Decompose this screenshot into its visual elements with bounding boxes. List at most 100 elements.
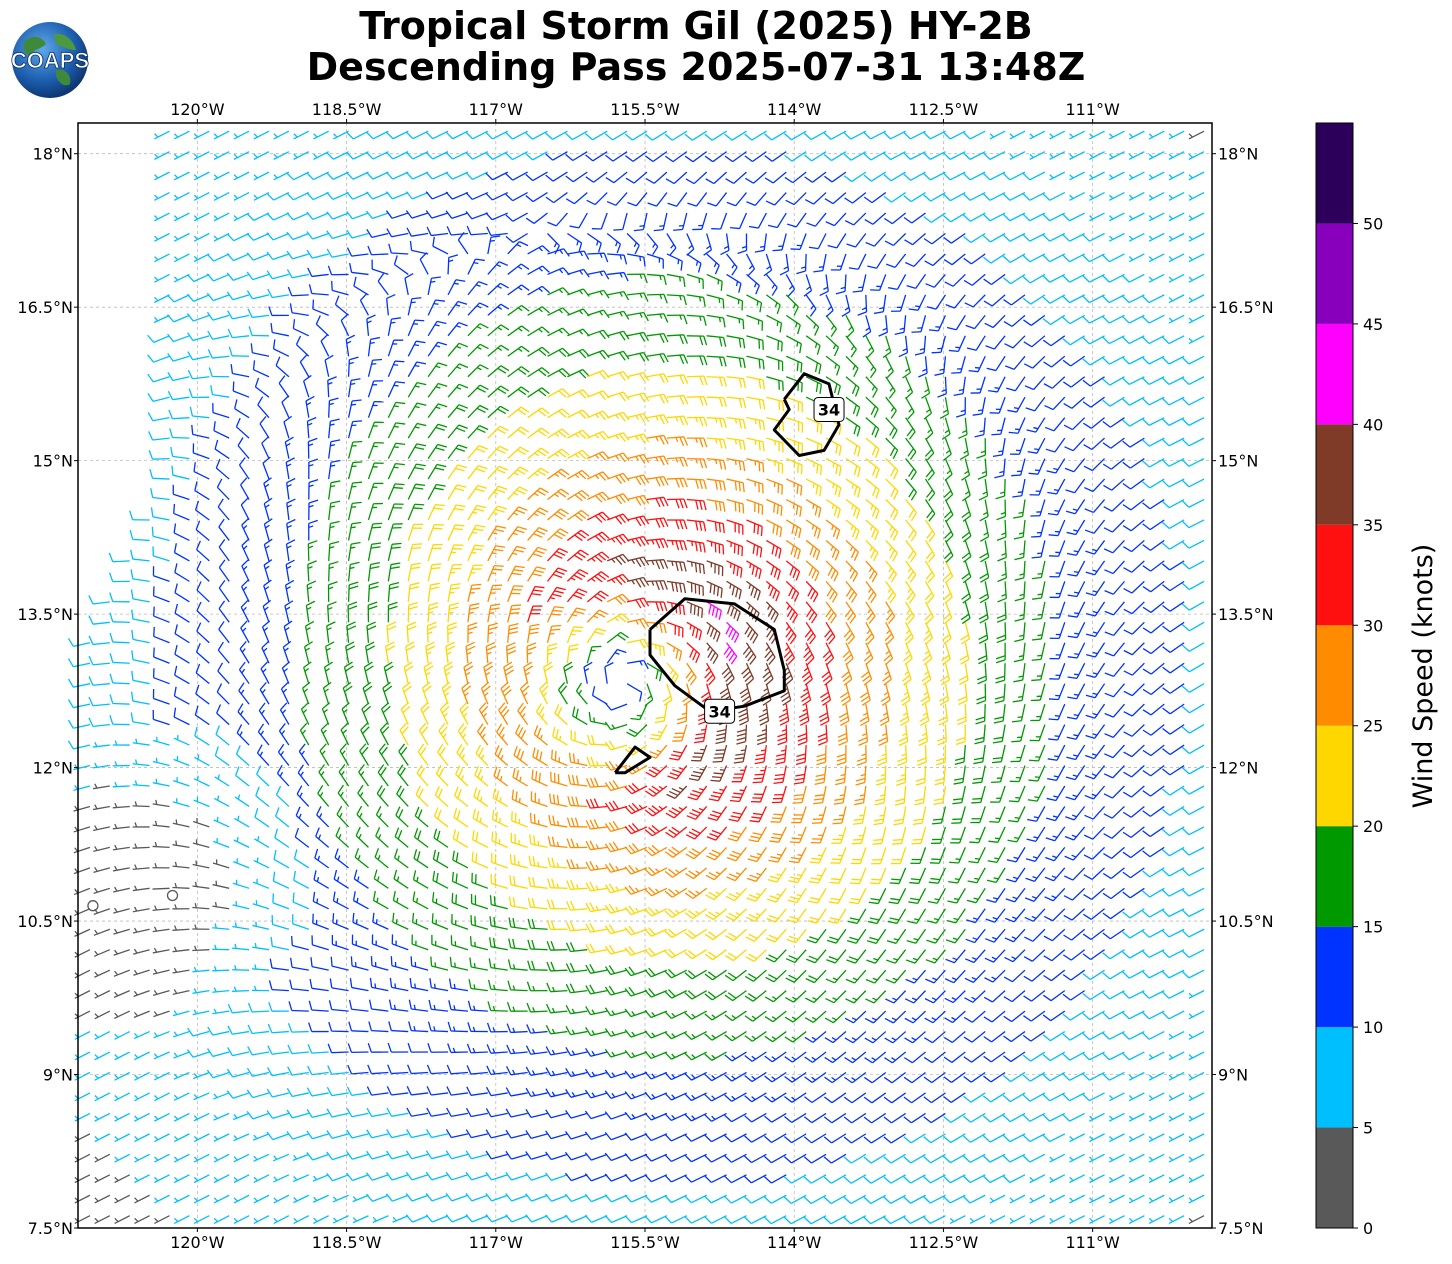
wind-barb (706, 826, 728, 841)
wind-barb (263, 559, 273, 582)
wind-barb (567, 529, 590, 542)
wind-barb (950, 826, 966, 844)
wind-barb (644, 1009, 668, 1019)
wind-barb (449, 956, 469, 971)
wind-barb (1168, 1174, 1185, 1184)
wind-barb (94, 1071, 111, 1081)
wind-barb (505, 1193, 528, 1202)
wind-barb (301, 681, 311, 705)
wind-barb (213, 1194, 230, 1204)
wind-barb (465, 171, 489, 181)
wind-barb (94, 1112, 111, 1122)
wind-barb (963, 1010, 986, 1023)
wind-barb (311, 935, 329, 951)
wind-barb (287, 1066, 309, 1076)
wind-barb (884, 1010, 907, 1024)
wind-barb (827, 908, 847, 924)
wind-barb (1162, 724, 1185, 735)
wind-barb (425, 1150, 449, 1160)
wind-barb (331, 934, 349, 951)
wind-barb (306, 580, 317, 602)
wind-barb (445, 1214, 469, 1223)
wind-barb (192, 966, 210, 973)
wind-barb (432, 849, 449, 869)
wind-barb (152, 863, 170, 869)
wind-barb (1148, 130, 1165, 140)
wind-barb (585, 861, 608, 872)
wind-barb (805, 580, 819, 603)
wind-barb (173, 777, 190, 787)
wind-barb (894, 785, 907, 806)
wind-barb (1162, 560, 1185, 571)
wind-barb (708, 785, 728, 802)
wind-barb (564, 1130, 588, 1140)
wind-barb (492, 788, 509, 808)
wind-barb (487, 545, 506, 562)
wind-barb (964, 969, 986, 983)
wind-barb (346, 1151, 369, 1160)
wind-barb (519, 681, 530, 705)
wind-barb (604, 862, 628, 873)
wind-barb (943, 499, 954, 522)
wind-barb (134, 1112, 150, 1122)
wind-barb (1103, 478, 1125, 491)
wind-barb (457, 231, 469, 255)
wind-barb (955, 397, 966, 418)
wind-barb (1148, 253, 1165, 263)
wind-barb (726, 519, 744, 535)
wind-barb (268, 980, 289, 992)
wind-barb (726, 478, 745, 493)
wind-barb (653, 212, 668, 232)
wind-barb (354, 848, 369, 869)
wind-barb (805, 601, 818, 624)
wind-barb (1043, 949, 1066, 962)
wind-barb (968, 356, 986, 373)
wind-barb (507, 426, 530, 439)
wind-barb (487, 324, 510, 337)
wind-barb (241, 558, 250, 582)
wind-barb (1044, 396, 1066, 411)
wind-barb (347, 461, 363, 480)
wind-barb (547, 287, 570, 296)
wind-barb (885, 458, 899, 480)
wind-barb (905, 458, 917, 481)
wind-barb (1181, 744, 1205, 755)
wind-barb (213, 1215, 230, 1225)
wind-contour-line (614, 745, 652, 775)
wind-barb (607, 271, 629, 282)
wind-barb (152, 546, 170, 562)
wind-barb (192, 818, 210, 828)
colorbar-tick-label: 10 (1363, 1018, 1383, 1037)
wind-barb (883, 1174, 906, 1184)
wind-barb (74, 1194, 91, 1204)
wind-barb (1049, 130, 1066, 140)
wind-barb (485, 1150, 508, 1160)
wind-barb (1044, 867, 1066, 882)
wind-barb (320, 722, 330, 746)
wind-barb (1181, 376, 1205, 386)
wind-barb (975, 704, 986, 725)
wind-barb (1128, 1092, 1145, 1102)
wind-barb (885, 969, 907, 984)
wind-barb (1109, 212, 1125, 222)
wind-barb (470, 915, 489, 930)
wind-barb (189, 406, 210, 419)
wind-barb (1002, 191, 1026, 201)
wind-barb (723, 642, 738, 665)
wind-barb (943, 253, 966, 266)
wind-barb (218, 518, 230, 541)
wind-barb (254, 377, 270, 398)
wind-barb (387, 339, 404, 357)
wind-barb (858, 724, 869, 746)
wind-barb (1014, 540, 1026, 561)
wind-barb (784, 1010, 807, 1023)
wind-barb (745, 949, 767, 962)
wind-barb (923, 1215, 946, 1225)
wind-barb (1142, 601, 1165, 613)
wind-barb (784, 1031, 807, 1043)
wind-barb (407, 562, 421, 582)
wind-barb (408, 999, 429, 1012)
wind-barb (865, 478, 880, 499)
wind-barb (266, 1131, 290, 1141)
